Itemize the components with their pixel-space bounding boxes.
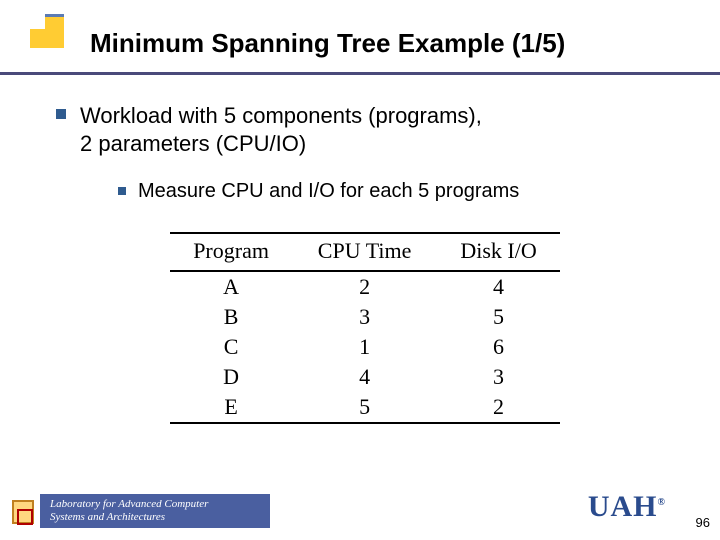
slide: Minimum Spanning Tree Example (1/5) Work… — [0, 0, 720, 540]
corner-accent-inner — [30, 14, 45, 29]
data-table: Program CPU Time Disk I/O A 2 4 B 3 5 C — [170, 232, 560, 424]
bullet-square-icon — [56, 109, 66, 119]
table-row: B 3 5 — [170, 302, 560, 332]
lab-icon — [12, 500, 34, 524]
table-row: C 1 6 — [170, 332, 560, 362]
bullet1-line2: 2 parameters (CPU/IO) — [80, 131, 306, 156]
table-row: A 2 4 — [170, 271, 560, 302]
registered-mark: ® — [658, 497, 666, 508]
page-number: 96 — [696, 515, 710, 530]
bullet2-text: Measure CPU and I/O for each 5 programs — [138, 180, 519, 202]
slide-title: Minimum Spanning Tree Example (1/5) — [90, 28, 565, 59]
col-program: Program — [170, 233, 292, 271]
lab-name: Laboratory for Advanced Computer Systems… — [40, 494, 270, 528]
col-disk-io: Disk I/O — [437, 233, 560, 271]
bullet-level1: Workload with 5 components (programs), 2 … — [56, 102, 482, 158]
bullet1-line1: Workload with 5 components (programs), — [80, 103, 482, 128]
title-underline — [0, 72, 720, 75]
col-cpu-time: CPU Time — [292, 233, 437, 271]
table-header-row: Program CPU Time Disk I/O — [170, 233, 560, 271]
table-row: D 4 3 — [170, 362, 560, 392]
table-row: E 5 2 — [170, 392, 560, 423]
uah-logo: UAH® — [588, 490, 666, 524]
bullet-level2: Measure CPU and I/O for each 5 programs — [118, 180, 519, 203]
bullet-square-icon — [118, 187, 126, 195]
